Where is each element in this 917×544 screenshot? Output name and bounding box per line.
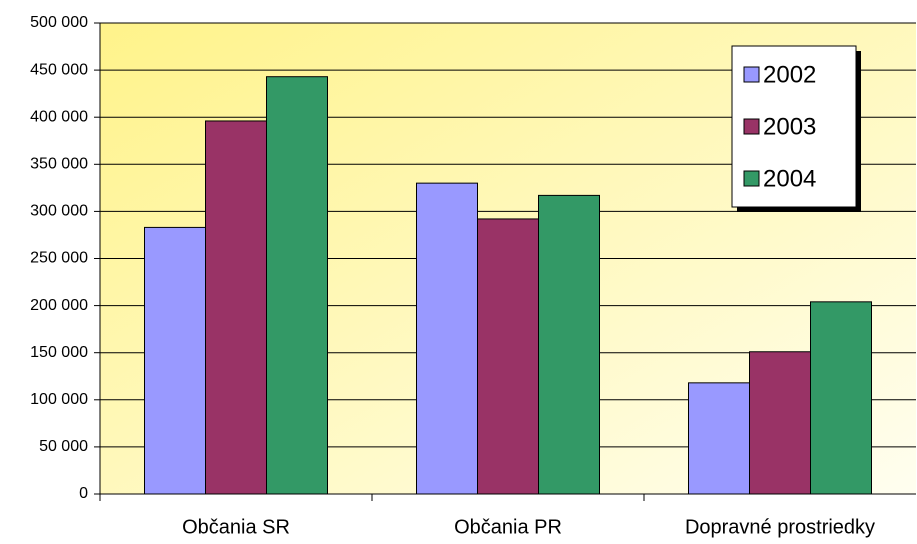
legend-label: 2002 (763, 61, 816, 88)
y-tick-label: 150 000 (30, 344, 88, 361)
x-tick-label: Občania SR (182, 516, 290, 538)
bar (144, 226, 206, 495)
bar (688, 382, 750, 495)
x-tick-label: Dopravné prostriedky (685, 516, 875, 538)
y-tick-label: 100 000 (30, 391, 88, 408)
legend-label: 2004 (763, 165, 816, 192)
legend-swatch (743, 118, 760, 135)
legend-swatch (743, 170, 760, 187)
bar (749, 351, 811, 495)
x-tick-label: Občania PR (454, 516, 562, 538)
bar (266, 76, 328, 495)
y-tick-label: 350 000 (30, 156, 88, 173)
bar (416, 182, 478, 495)
y-tick-label: 0 (79, 485, 88, 502)
bar (810, 301, 872, 495)
legend-label: 2003 (763, 113, 816, 140)
y-tick-label: 200 000 (30, 297, 88, 314)
bar (205, 120, 267, 495)
y-tick-label: 450 000 (30, 61, 88, 78)
y-tick-label: 50 000 (39, 438, 88, 455)
bar (477, 218, 539, 495)
y-tick-label: 300 000 (30, 203, 88, 220)
y-tick-label: 400 000 (30, 108, 88, 125)
bar (538, 194, 600, 495)
legend-swatch (743, 66, 760, 83)
y-tick-label: 500 000 (30, 14, 88, 31)
y-tick-label: 250 000 (30, 250, 88, 267)
